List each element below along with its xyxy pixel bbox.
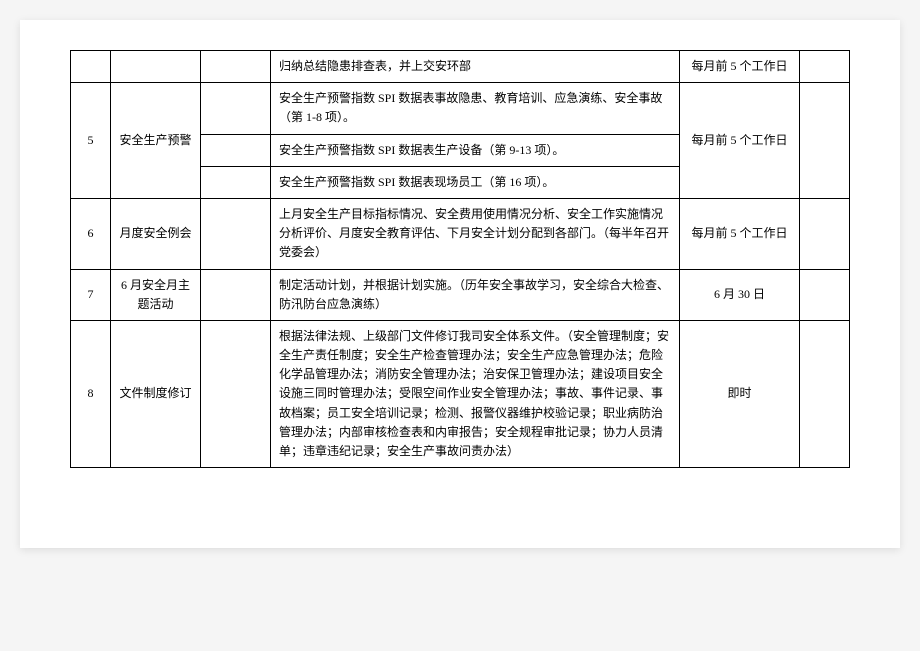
cell-name: 安全生产预警	[111, 83, 201, 199]
cell-desc: 上月安全生产目标指标情况、安全费用使用情况分析、安全工作实施情况分析评价、月度安…	[271, 198, 680, 269]
cell-name: 6 月安全月主题活动	[111, 269, 201, 320]
cell-last	[800, 320, 850, 467]
cell-last	[800, 83, 850, 199]
cell-desc: 制定活动计划，并根据计划实施。（历年安全事故学习，安全综合大检查、防汛防台应急演…	[271, 269, 680, 320]
cell-empty	[201, 269, 271, 320]
safety-schedule-table: 归纳总结隐患排查表，并上交安环部 每月前 5 个工作日 5 安全生产预警 安全生…	[70, 50, 850, 468]
cell-last	[800, 269, 850, 320]
cell-empty	[201, 320, 271, 467]
cell-desc: 安全生产预警指数 SPI 数据表事故隐患、教育培训、应急演练、安全事故（第 1-…	[271, 83, 680, 134]
cell-empty	[201, 134, 271, 166]
cell-empty	[201, 51, 271, 83]
table-row: 5 安全生产预警 安全生产预警指数 SPI 数据表事故隐患、教育培训、应急演练、…	[71, 83, 850, 134]
cell-time: 6 月 30 日	[680, 269, 800, 320]
cell-desc: 安全生产预警指数 SPI 数据表现场员工（第 16 项）。	[271, 166, 680, 198]
cell-num	[71, 51, 111, 83]
cell-empty	[201, 166, 271, 198]
cell-num: 5	[71, 83, 111, 199]
cell-empty	[201, 83, 271, 134]
cell-empty	[201, 198, 271, 269]
cell-time: 每月前 5 个工作日	[680, 198, 800, 269]
cell-num: 7	[71, 269, 111, 320]
cell-desc: 根据法律法规、上级部门文件修订我司安全体系文件。（安全管理制度；安全生产责任制度…	[271, 320, 680, 467]
cell-desc: 安全生产预警指数 SPI 数据表生产设备（第 9-13 项）。	[271, 134, 680, 166]
cell-time: 即时	[680, 320, 800, 467]
table-row: 归纳总结隐患排查表，并上交安环部 每月前 5 个工作日	[71, 51, 850, 83]
cell-name: 文件制度修订	[111, 320, 201, 467]
cell-desc: 归纳总结隐患排查表，并上交安环部	[271, 51, 680, 83]
table-row: 6 月度安全例会 上月安全生产目标指标情况、安全费用使用情况分析、安全工作实施情…	[71, 198, 850, 269]
cell-time: 每月前 5 个工作日	[680, 83, 800, 199]
cell-name: 月度安全例会	[111, 198, 201, 269]
cell-last	[800, 198, 850, 269]
cell-num: 8	[71, 320, 111, 467]
cell-last	[800, 51, 850, 83]
document-page: 归纳总结隐患排查表，并上交安环部 每月前 5 个工作日 5 安全生产预警 安全生…	[20, 20, 900, 548]
cell-name	[111, 51, 201, 83]
table-row: 7 6 月安全月主题活动 制定活动计划，并根据计划实施。（历年安全事故学习，安全…	[71, 269, 850, 320]
table-row: 8 文件制度修订 根据法律法规、上级部门文件修订我司安全体系文件。（安全管理制度…	[71, 320, 850, 467]
cell-num: 6	[71, 198, 111, 269]
cell-time: 每月前 5 个工作日	[680, 51, 800, 83]
